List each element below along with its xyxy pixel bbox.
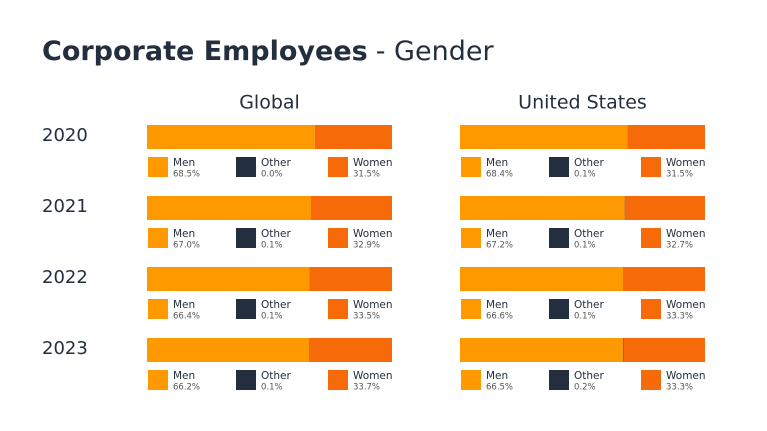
- column-title: United States: [518, 92, 647, 114]
- legend-name: Other: [261, 228, 291, 240]
- value-label: 66.4%: [173, 312, 200, 322]
- bar-segment: [623, 267, 705, 291]
- legend-swatch: [236, 228, 256, 248]
- legend-name: Other: [574, 299, 604, 311]
- legend-swatch: [328, 157, 348, 177]
- value-label: 32.7%: [666, 241, 693, 251]
- value-label: 0.1%: [261, 241, 283, 251]
- legend-name: Men: [173, 157, 195, 169]
- legend-swatch: [148, 228, 168, 248]
- bar-segment: [147, 125, 315, 149]
- bar-segment: [309, 267, 392, 291]
- bar-segment: [147, 267, 310, 291]
- legend-swatch: [549, 299, 569, 319]
- legend-name: Women: [353, 228, 393, 240]
- value-label: 66.6%: [486, 312, 513, 322]
- title-main: Corporate Employees: [42, 36, 368, 67]
- legend-name: Men: [173, 228, 195, 240]
- legend-swatch: [236, 370, 256, 390]
- legend-swatch: [148, 157, 168, 177]
- legend-swatch: [641, 228, 661, 248]
- bar-segment: [147, 196, 312, 220]
- legend-name: Women: [666, 299, 706, 311]
- legend-name: Women: [353, 299, 393, 311]
- value-label: 33.3%: [666, 383, 693, 393]
- legend-name: Men: [486, 228, 508, 240]
- bar-segment: [624, 196, 705, 220]
- legend-name: Women: [666, 228, 706, 240]
- legend-swatch: [549, 228, 569, 248]
- year-label: 2020: [42, 125, 88, 146]
- value-label: 0.1%: [574, 312, 596, 322]
- legend-swatch: [328, 228, 348, 248]
- bar-segment: [460, 338, 623, 362]
- bar-segment: [460, 267, 624, 291]
- value-label: 0.1%: [574, 241, 596, 251]
- value-label: 33.3%: [666, 312, 693, 322]
- value-label: 66.2%: [173, 383, 200, 393]
- legend-name: Men: [486, 370, 508, 382]
- legend-name: Other: [574, 370, 604, 382]
- legend-swatch: [549, 157, 569, 177]
- year-label: 2023: [42, 338, 88, 359]
- bar-segment: [309, 338, 392, 362]
- value-label: 0.2%: [574, 383, 596, 393]
- value-label: 68.4%: [486, 170, 513, 180]
- bar-segment: [314, 125, 392, 149]
- column-title: Global: [239, 92, 300, 114]
- legend-swatch: [549, 370, 569, 390]
- value-label: 31.5%: [666, 170, 693, 180]
- legend-name: Men: [173, 299, 195, 311]
- legend-name: Other: [574, 228, 604, 240]
- value-label: 68.5%: [173, 170, 200, 180]
- value-label: 67.2%: [486, 241, 513, 251]
- legend-swatch: [148, 299, 168, 319]
- legend-swatch: [461, 370, 481, 390]
- title: Corporate Employees - Gender: [42, 36, 494, 67]
- legend-name: Women: [353, 157, 393, 169]
- legend-swatch: [461, 299, 481, 319]
- legend-swatch: [328, 299, 348, 319]
- legend-swatch: [641, 157, 661, 177]
- bar-segment: [147, 338, 310, 362]
- legend-swatch: [461, 157, 481, 177]
- legend-name: Men: [173, 370, 195, 382]
- bar-segment: [627, 125, 705, 149]
- legend-name: Other: [261, 370, 291, 382]
- value-label: 0.1%: [261, 312, 283, 322]
- legend-name: Other: [574, 157, 604, 169]
- value-label: 31.5%: [353, 170, 380, 180]
- legend-name: Women: [353, 370, 393, 382]
- year-label: 2022: [42, 267, 88, 288]
- bar-segment: [623, 338, 705, 362]
- value-label: 33.5%: [353, 312, 380, 322]
- bar-segment: [311, 196, 392, 220]
- value-label: 32.9%: [353, 241, 380, 251]
- legend-name: Other: [261, 299, 291, 311]
- legend-swatch: [461, 228, 481, 248]
- value-label: 33.7%: [353, 383, 380, 393]
- value-label: 66.5%: [486, 383, 513, 393]
- value-label: 0.1%: [261, 383, 283, 393]
- year-label: 2021: [42, 196, 88, 217]
- legend-swatch: [236, 299, 256, 319]
- title-sub: - Gender: [376, 36, 495, 67]
- legend-name: Women: [666, 157, 706, 169]
- value-label: 0.1%: [574, 170, 596, 180]
- legend-swatch: [328, 370, 348, 390]
- legend-swatch: [641, 299, 661, 319]
- bar-segment: [460, 196, 625, 220]
- legend-swatch: [641, 370, 661, 390]
- legend-swatch: [148, 370, 168, 390]
- legend-name: Men: [486, 299, 508, 311]
- legend-swatch: [236, 157, 256, 177]
- value-label: 0.0%: [261, 170, 283, 180]
- value-label: 67.0%: [173, 241, 200, 251]
- bar-segment: [460, 125, 628, 149]
- legend-name: Women: [666, 370, 706, 382]
- legend-name: Other: [261, 157, 291, 169]
- legend-name: Men: [486, 157, 508, 169]
